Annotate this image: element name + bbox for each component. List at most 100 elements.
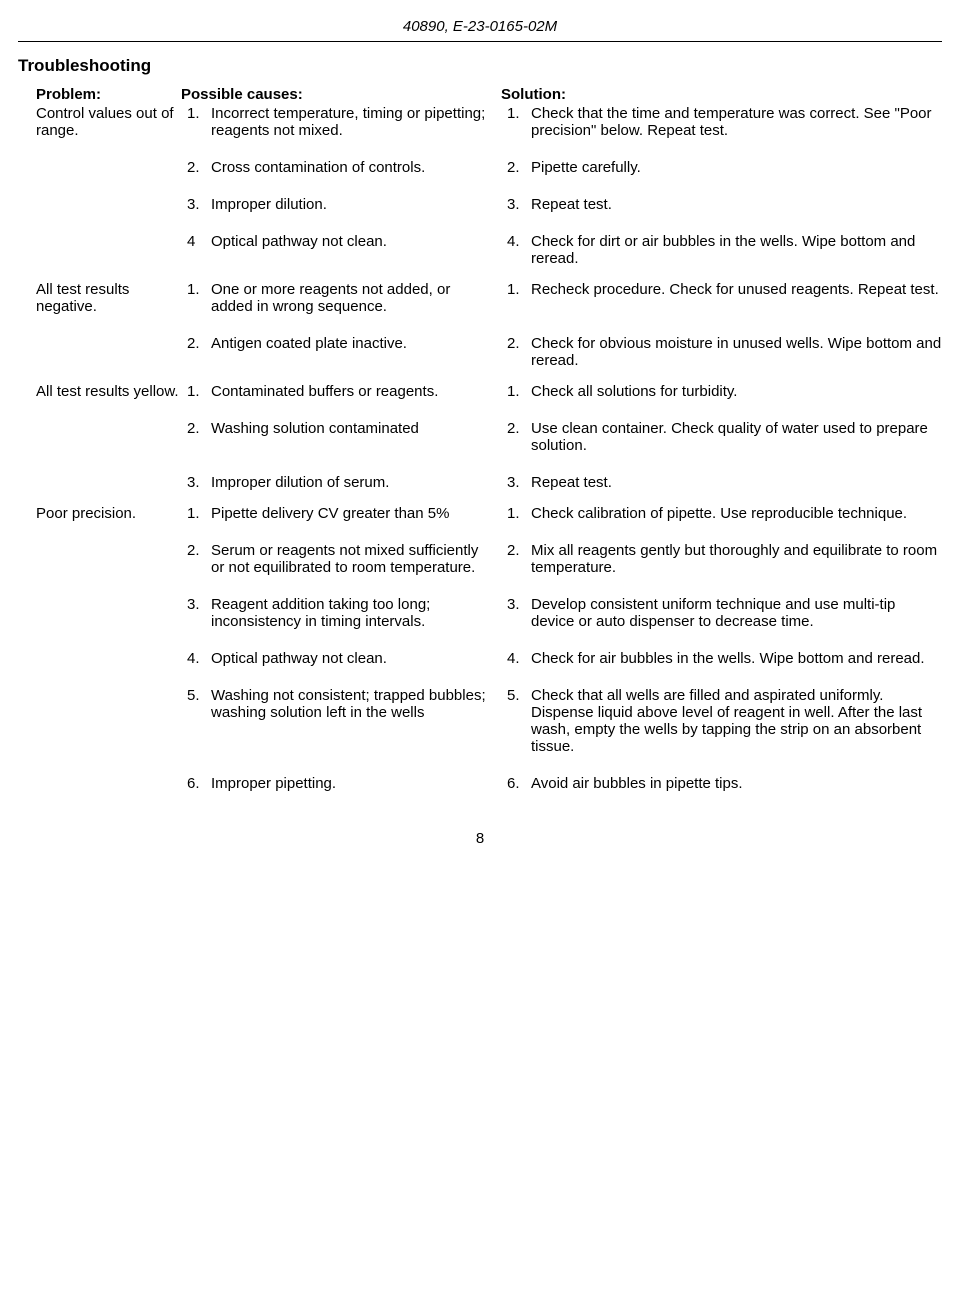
solution-cell: 2.Mix all reagents gently but thoroughly… [507,542,942,576]
cause-text: Improper dilution. [211,196,493,213]
cause-text: Reagent addition taking too long; incons… [211,596,493,630]
cause-text: One or more reagents not added, or added… [211,281,493,315]
solution-number: 1. [507,105,531,139]
solution-cell: 1.Check all solutions for turbidity. [507,383,942,400]
cause-text: Washing solution contaminated [211,420,493,454]
pairs-container: 1.Contaminated buffers or reagents.1.Che… [187,383,942,499]
problem-group: All test results yellow.1.Contaminated b… [18,383,942,499]
cause-solution-row: 4.Optical pathway not clean.4. Check for … [187,650,942,667]
cause-text: Improper dilution of serum. [211,474,493,491]
col-header-cause: Possible causes: [181,86,501,103]
cause-cell: 6.Improper pipetting. [187,775,507,792]
cause-text: Optical pathway not clean. [211,650,493,667]
section-title: Troubleshooting [18,56,942,76]
solution-text: Repeat test. [531,196,942,213]
cause-cell: 4Optical pathway not clean. [187,233,507,267]
solution-text: Check that all wells are filled and aspi… [531,687,942,755]
cause-solution-row: 5.Washing not consistent; trapped bubble… [187,687,942,755]
solution-text: Use clean container. Check quality of wa… [531,420,942,454]
solution-number: 4. [507,233,531,267]
page-number: 8 [18,830,942,847]
solution-number: 2. [507,335,531,369]
solution-text: Check for obvious moisture in unused wel… [531,335,942,369]
cause-text: Washing not consistent; trapped bubbles;… [211,687,493,755]
cause-cell: 2.Serum or reagents not mixed sufficient… [187,542,507,576]
cause-solution-row: 1.Pipette delivery CV greater than 5%1.C… [187,505,942,522]
solution-number: 1. [507,281,531,315]
cause-cell: 1.Contaminated buffers or reagents. [187,383,507,400]
cause-number: 2. [187,335,211,369]
solution-number: 2. [507,159,531,176]
cause-text: Optical pathway not clean. [211,233,493,267]
cause-cell: 4.Optical pathway not clean. [187,650,507,667]
cause-text: Incorrect temperature, timing or pipetti… [211,105,493,139]
cause-number: 1. [187,505,211,522]
solution-text: Repeat test. [531,474,942,491]
solution-text: Avoid air bubbles in pipette tips. [531,775,942,792]
cause-cell: 2.Cross contamination of controls. [187,159,507,176]
cause-cell: 5.Washing not consistent; trapped bubble… [187,687,507,755]
cause-number: 2. [187,542,211,576]
cause-text: Antigen coated plate inactive. [211,335,493,369]
problem-text: Poor precision. [36,505,187,800]
cause-text: Contaminated buffers or reagents. [211,383,493,400]
problem-text: All test results negative. [36,281,187,377]
solution-cell: 4.Check for dirt or air bubbles in the w… [507,233,942,267]
solution-cell: 5.Check that all wells are filled and as… [507,687,942,755]
cause-solution-row: 2.Serum or reagents not mixed sufficient… [187,542,942,576]
cause-cell: 1.Pipette delivery CV greater than 5% [187,505,507,522]
solution-text: Develop consistent uniform technique and… [531,596,942,630]
cause-cell: 3.Improper dilution of serum. [187,474,507,491]
solution-cell: 3.Repeat test. [507,196,942,213]
cause-number: 1. [187,383,211,400]
cause-solution-row: 3. Improper dilution. 3.Repeat test. [187,196,942,213]
cause-text: Serum or reagents not mixed sufficiently… [211,542,493,576]
pairs-container: 1.Pipette delivery CV greater than 5%1.C… [187,505,942,800]
problem-text: All test results yellow. [36,383,187,499]
solution-number: 1. [507,383,531,400]
problem-group: Control values out of range.1.Incorrect … [18,105,942,275]
problem-group: Poor precision.1.Pipette delivery CV gre… [18,505,942,800]
document-header-code: 40890, E-23-0165-02M [18,18,942,35]
pairs-container: 1.Incorrect temperature, timing or pipet… [187,105,942,275]
solution-text: Recheck procedure. Check for unused reag… [531,281,942,315]
cause-number: 6. [187,775,211,792]
solution-text: Mix all reagents gently but thoroughly a… [531,542,942,576]
cause-text: Cross contamination of controls. [211,159,493,176]
solution-cell: 3.Repeat test. [507,474,942,491]
solution-number: 1. [507,505,531,522]
cause-text: Pipette delivery CV greater than 5% [211,505,493,522]
cause-solution-row: 4Optical pathway not clean.4.Check for d… [187,233,942,267]
cause-number: 4. [187,650,211,667]
cause-number: 1. [187,281,211,315]
cause-solution-row: 1.Contaminated buffers or reagents.1.Che… [187,383,942,400]
cause-number: 3. [187,596,211,630]
solution-number: 2. [507,420,531,454]
solution-text: Check for air bubbles in the wells. Wipe… [531,650,942,667]
solution-number: 3. [507,596,531,630]
solution-number: 5. [507,687,531,755]
column-headers: Problem: Possible causes: Solution: [18,86,942,103]
solution-cell: 2.Check for obvious moisture in unused w… [507,335,942,369]
problem-group: All test results negative.1.One or more … [18,281,942,377]
solution-text: Check all solutions for turbidity. [531,383,942,400]
pairs-container: 1.One or more reagents not added, or add… [187,281,942,377]
problem-text: Control values out of range. [36,105,187,275]
cause-number: 2. [187,420,211,454]
solution-cell: 1.Check that the time and temperature wa… [507,105,942,139]
solution-cell: 1.Check calibration of pipette. Use repr… [507,505,942,522]
cause-cell: 2.Antigen coated plate inactive. [187,335,507,369]
cause-number: 1. [187,105,211,139]
cause-solution-row: 1.One or more reagents not added, or add… [187,281,942,315]
cause-solution-row: 1.Incorrect temperature, timing or pipet… [187,105,942,139]
solution-number: 2. [507,542,531,576]
solution-cell: 6.Avoid air bubbles in pipette tips. [507,775,942,792]
solution-cell: 1.Recheck procedure. Check for unused re… [507,281,942,315]
solution-number: 3. [507,474,531,491]
cause-solution-row: 2.Cross contamination of controls.2.Pipe… [187,159,942,176]
col-header-problem: Problem: [36,86,181,103]
solution-text: Check that the time and temperature was … [531,105,942,139]
solution-text: Pipette carefully. [531,159,942,176]
cause-cell: 2.Washing solution contaminated [187,420,507,454]
solution-number: 3. [507,196,531,213]
